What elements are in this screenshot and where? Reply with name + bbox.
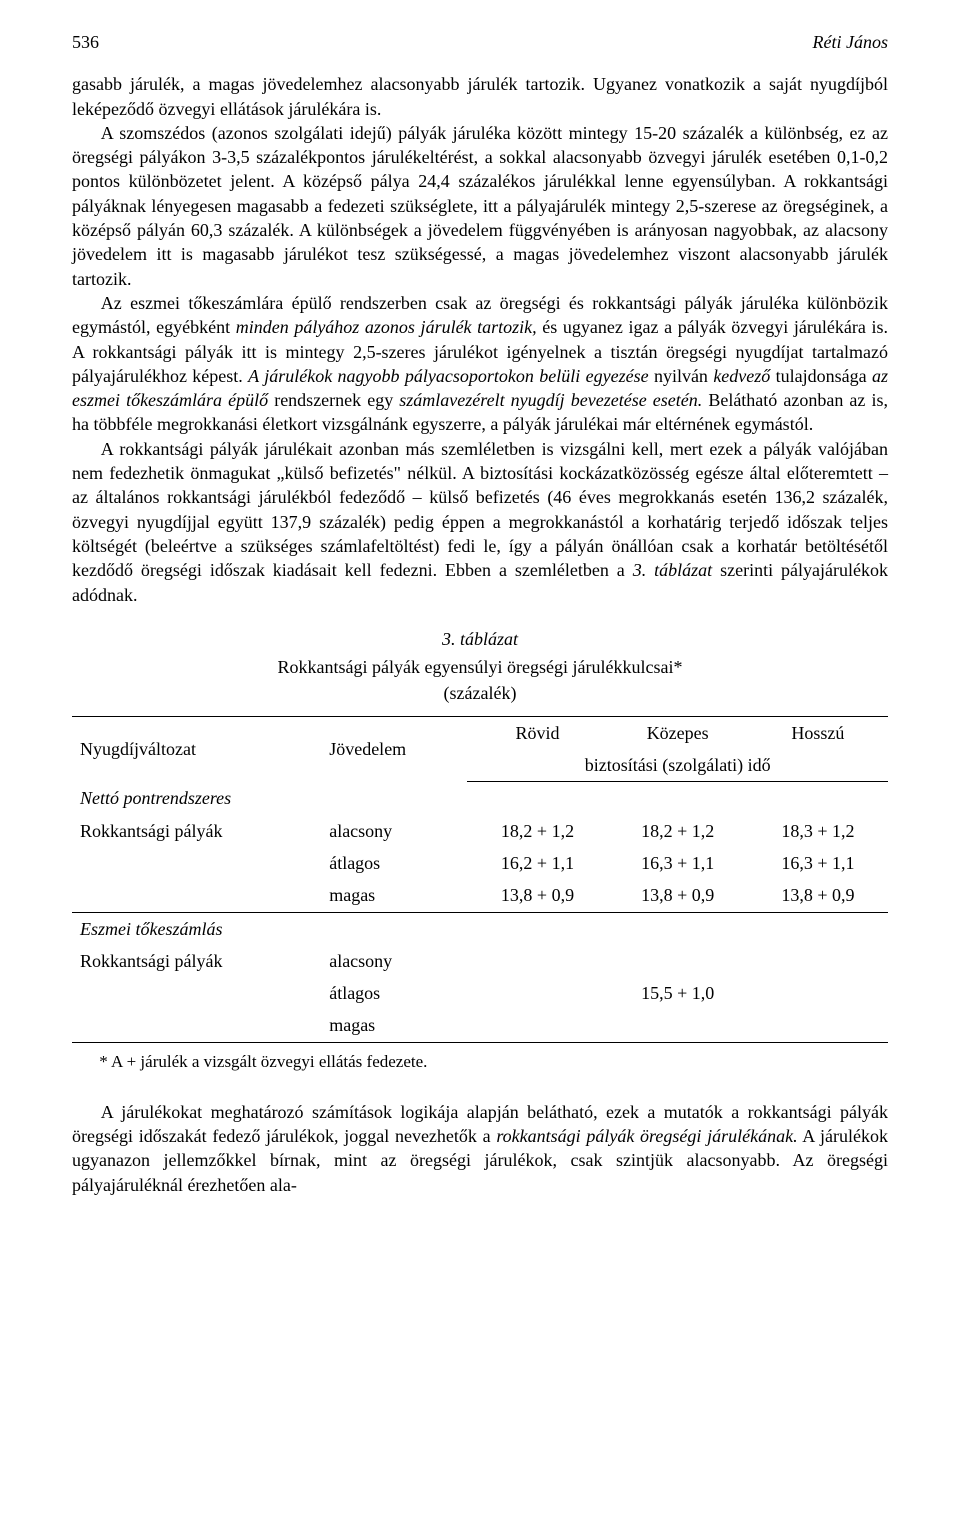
paragraph-2: A szomszédos (azonos szolgálati idejű) p…: [72, 121, 888, 291]
section-1-label: Nettó pontrendszeres: [72, 782, 888, 815]
table-section-row: Nettó pontrendszeres: [72, 782, 888, 815]
col-header-2: Jövedelem: [321, 716, 467, 782]
data-table: Nyugdíjváltozat Jövedelem Rövid Közepes …: [72, 716, 888, 1043]
row-label: [72, 1009, 321, 1042]
table-row: magas 13,8 + 0,9 13,8 + 0,9 13,8 + 0,9: [72, 879, 888, 912]
p3-italic-5: számlavezérelt nyugdíj bevezetése esetén…: [399, 390, 702, 410]
table-title: Rokkantsági pályák egyensúlyi öregségi j…: [72, 655, 888, 679]
p3-italic-2: A járulékok nagyobb pályacsoportokon bel…: [248, 366, 648, 386]
paragraph-5: A járulékokat meghatározó számítások log…: [72, 1100, 888, 1197]
value-cell: [748, 1009, 888, 1042]
table-section-row: Eszmei tőkeszámlás: [72, 912, 888, 945]
p4-text: A rokkantsági pályák járulékait azonban …: [72, 439, 888, 580]
p3-italic-3: kedvező: [713, 366, 770, 386]
table-header-row: Nyugdíjváltozat Jövedelem Rövid Közepes …: [72, 716, 888, 749]
paragraph-3: Az eszmei tőkeszámlára épülő rendszerben…: [72, 291, 888, 437]
income-cell: átlagos: [321, 847, 467, 879]
row-label: [72, 879, 321, 912]
p3-italic-1: minden pályához azonos járulék tartozik,: [236, 317, 537, 337]
value-cell: [608, 945, 748, 977]
page-number: 536: [72, 30, 99, 54]
col-header-3: Rövid: [467, 716, 607, 749]
value-cell: 16,3 + 1,1: [608, 847, 748, 879]
value-cell: 16,2 + 1,1: [467, 847, 607, 879]
row-label: [72, 977, 321, 1009]
col-header-4: Közepes: [608, 716, 748, 749]
row-label: Rokkantsági pályák: [72, 815, 321, 847]
p3-text: rendszernek egy: [268, 390, 399, 410]
table-unit: (százalék): [72, 681, 888, 705]
value-cell: 16,3 + 1,1: [748, 847, 888, 879]
table-row: magas: [72, 1009, 888, 1042]
paragraph-4: A rokkantsági pályák járulékait azonban …: [72, 437, 888, 607]
table-number: 3. táblázat: [72, 627, 888, 651]
row-label: Rokkantsági pályák: [72, 945, 321, 977]
income-cell: magas: [321, 879, 467, 912]
value-cell: 15,5 + 1,0: [608, 977, 748, 1009]
table-row: átlagos 16,2 + 1,1 16,3 + 1,1 16,3 + 1,1: [72, 847, 888, 879]
value-cell: [467, 977, 607, 1009]
value-cell: 13,8 + 0,9: [608, 879, 748, 912]
paragraph-1: gasabb járulék, a magas jövedelemhez ala…: [72, 72, 888, 121]
p3-text: nyilván: [649, 366, 714, 386]
section-2-label: Eszmei tőkeszámlás: [72, 912, 888, 945]
income-cell: magas: [321, 1009, 467, 1042]
income-cell: alacsony: [321, 945, 467, 977]
p4-italic-1: 3. táblázat: [633, 560, 712, 580]
col-header-5: Hosszú: [748, 716, 888, 749]
value-cell: [748, 977, 888, 1009]
value-cell: [467, 945, 607, 977]
table-row: átlagos 15,5 + 1,0: [72, 977, 888, 1009]
p3-text: tulajdonsága: [770, 366, 872, 386]
author-name: Réti János: [813, 30, 888, 54]
span-header: biztosítási (szolgálati) idő: [467, 749, 888, 782]
col-header-1: Nyugdíjváltozat: [72, 716, 321, 782]
value-cell: 13,8 + 0,9: [748, 879, 888, 912]
table-row: Rokkantsági pályák alacsony 18,2 + 1,2 1…: [72, 815, 888, 847]
p5-italic-1: rokkantsági pályák öregségi járulékának.: [496, 1126, 797, 1146]
income-cell: alacsony: [321, 815, 467, 847]
income-cell: átlagos: [321, 977, 467, 1009]
row-label: [72, 847, 321, 879]
value-cell: 18,2 + 1,2: [608, 815, 748, 847]
value-cell: 18,2 + 1,2: [467, 815, 607, 847]
value-cell: 13,8 + 0,9: [467, 879, 607, 912]
value-cell: 18,3 + 1,2: [748, 815, 888, 847]
table-footnote: * A + járulék a vizsgált özvegyi ellátás…: [72, 1051, 888, 1074]
page-header: 536 Réti János: [72, 30, 888, 54]
value-cell: [467, 1009, 607, 1042]
value-cell: [748, 945, 888, 977]
value-cell: [608, 1009, 748, 1042]
table-row: Rokkantsági pályák alacsony: [72, 945, 888, 977]
